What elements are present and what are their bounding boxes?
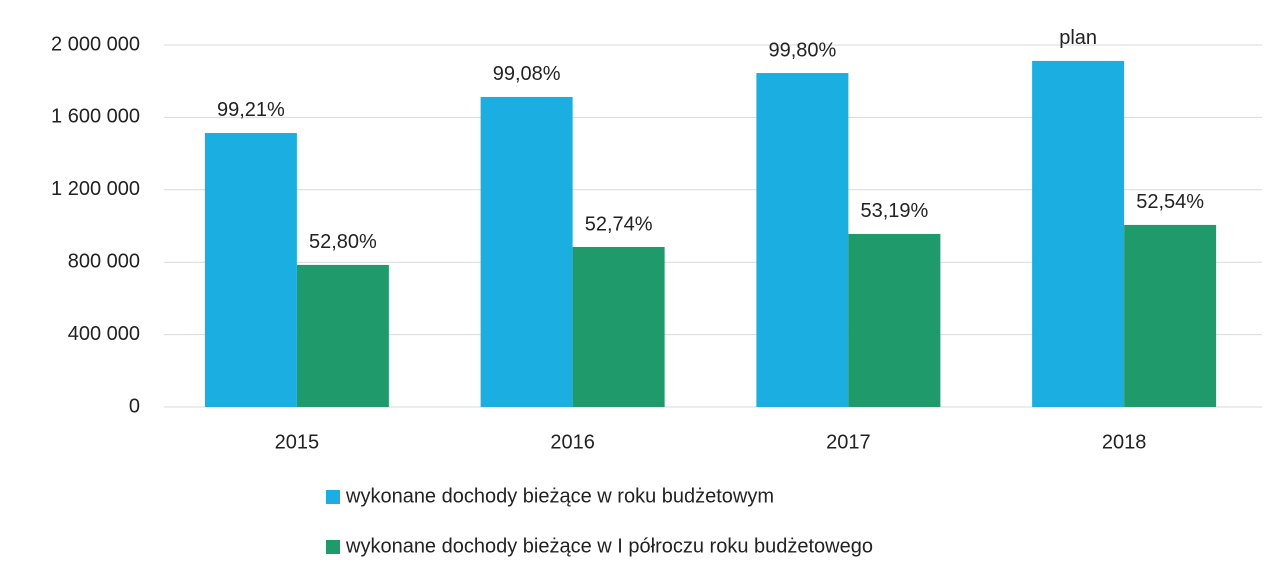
- bar-annotation: 99,08%: [493, 63, 561, 85]
- x-tick-label: 2015: [275, 431, 320, 453]
- bar: [480, 96, 573, 408]
- bar: [848, 233, 941, 407]
- bar: [204, 132, 297, 407]
- legend-label: wykonane dochody bieżące w I półroczu ro…: [345, 535, 873, 557]
- bar-annotation: 99,21%: [217, 99, 285, 121]
- legend-swatch: [326, 540, 340, 554]
- y-tick-label: 1 200 000: [51, 178, 140, 200]
- legend-label: wykonane dochody bieżące w roku budżetow…: [345, 485, 774, 507]
- bar-annotation: 53,19%: [860, 200, 928, 222]
- x-tick-label: 2016: [550, 431, 595, 453]
- y-tick-label: 2 000 000: [51, 33, 140, 55]
- bar-annotation: 99,80%: [768, 39, 836, 61]
- bar: [1032, 60, 1125, 407]
- y-tick-label: 800 000: [68, 250, 140, 272]
- bar-annotation: plan: [1059, 27, 1097, 49]
- bar: [296, 264, 389, 407]
- bar: [572, 246, 665, 407]
- bar-annotation: 52,80%: [309, 231, 377, 253]
- y-tick-label: 0: [129, 395, 140, 417]
- y-tick-label: 1 600 000: [51, 106, 140, 128]
- x-tick-label: 2018: [1102, 431, 1147, 453]
- bar-annotation: 52,54%: [1136, 191, 1204, 213]
- bar: [1124, 224, 1217, 407]
- y-tick-label: 400 000: [68, 323, 140, 345]
- bar: [756, 73, 849, 408]
- x-tick-label: 2017: [826, 431, 871, 453]
- legend-swatch: [326, 490, 340, 504]
- bar-annotation: 52,74%: [585, 213, 653, 235]
